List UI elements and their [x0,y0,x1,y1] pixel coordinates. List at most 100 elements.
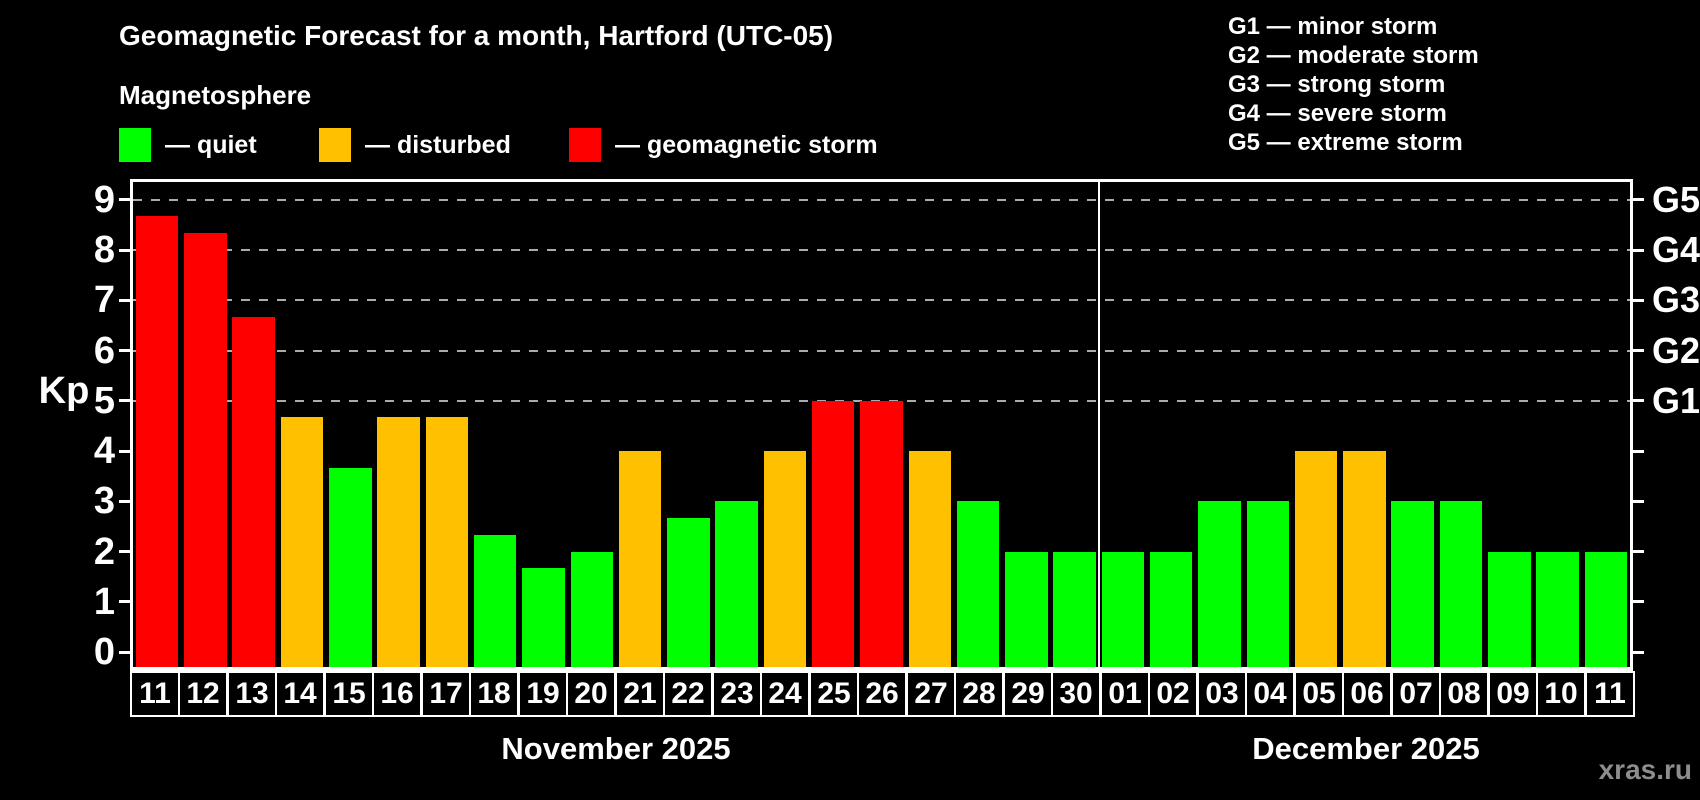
day-cell-nov-23: 23 [712,671,762,717]
day-cell-nov-18: 18 [469,671,519,717]
y-tick-right-8 [1633,248,1644,252]
month-label-december: December 2025 [1252,731,1480,766]
bar-nov-28 [956,501,1000,667]
day-cell-dec-09: 09 [1488,671,1538,717]
y-tick-label-5: 5 [93,379,115,422]
g-legend-line-g5: G5 — extreme storm [1228,129,1463,156]
chart-title: Geomagnetic Forecast for a month, Hartfo… [119,20,834,51]
bar-nov-17 [425,417,469,667]
month-separator [1097,182,1100,667]
bar-nov-25 [811,400,855,667]
bar-nov-16 [377,417,420,667]
y-tick-left-0 [119,650,130,654]
day-cell-nov-30: 30 [1051,671,1101,717]
g-axis-label-g3: G3 [1652,279,1700,321]
day-cell-nov-21: 21 [615,671,665,717]
y-tick-right-3 [1633,499,1644,503]
y-tick-label-0: 0 [93,631,115,673]
bar-nov-29 [1005,551,1048,667]
bar-nov-11 [135,216,179,667]
y-tick-left-9 [119,198,130,202]
day-cell-dec-06: 06 [1342,671,1392,717]
bar-nov-23 [715,501,758,667]
g-scale-legend: G1 — minor storm G2 — moderate storm G3 … [1228,12,1479,157]
y-tick-right-9 [1633,198,1644,202]
bar-dec-02 [1149,551,1193,667]
bar-nov-27 [908,451,952,667]
bar-dec-04 [1246,501,1290,667]
y-tick-label-1: 1 [93,580,115,623]
day-cell-nov-16: 16 [372,671,422,717]
magnetosphere-label: Magnetosphere [119,80,312,110]
month-label-november: November 2025 [501,731,731,766]
day-cell-dec-08: 08 [1439,671,1489,717]
y-tick-label-7: 7 [93,279,115,322]
gridline-kp6 [133,349,1630,352]
day-cell-nov-15: 15 [324,671,374,717]
g-legend-line-g3: G3 — strong storm [1228,71,1446,98]
disturbed-color-swatch [319,128,351,162]
y-tick-left-3 [119,499,130,503]
y-tick-label-2: 2 [93,530,115,573]
legend-label-quiet: — quiet [165,130,257,159]
y-tick-right-4 [1633,449,1644,453]
bar-nov-13 [232,316,275,667]
y-tick-left-5 [119,399,130,403]
g-legend-line-g2: G2 — moderate storm [1228,42,1479,69]
y-tick-right-7 [1633,298,1644,302]
y-tick-left-8 [119,248,130,252]
watermark: xras.ru [1598,754,1692,785]
g-legend-line-g4: G4 — severe storm [1228,100,1447,127]
y-axis-title: Kp [38,370,90,412]
legend-item-quiet: — quiet [119,128,257,162]
bar-nov-22 [667,517,710,667]
y-tick-right-1 [1633,600,1644,604]
day-cell-nov-28: 28 [954,671,1004,717]
bar-dec-07 [1391,501,1434,667]
y-tick-label-8: 8 [93,229,115,271]
bar-nov-15 [329,467,372,667]
quiet-color-swatch [119,128,151,162]
y-tick-label-4: 4 [93,430,115,472]
bar-dec-03 [1198,501,1241,667]
legend-label-storm: — geomagnetic storm [615,130,878,159]
y-tick-left-2 [119,550,130,553]
gridline-kp7 [133,299,1630,302]
day-cell-dec-10: 10 [1536,671,1586,717]
y-tick-right-2 [1633,550,1644,553]
bar-nov-14 [280,417,324,667]
bar-dec-06 [1343,451,1386,667]
y-tick-right-0 [1633,650,1644,654]
gridline-kp9 [133,198,1630,201]
legend-label-disturbed: — disturbed [365,130,511,159]
legend-item-storm: — geomagnetic storm [569,128,878,162]
bar-dec-05 [1294,451,1338,667]
bar-nov-24 [763,451,807,667]
day-cell-nov-24: 24 [760,671,810,717]
bar-nov-30 [1053,551,1096,667]
day-cell-nov-17: 17 [421,671,471,717]
day-cell-nov-29: 29 [1003,671,1053,717]
y-tick-right-6 [1633,349,1644,352]
day-cell-nov-26: 26 [857,671,907,717]
bar-nov-12 [184,233,227,667]
bar-nov-19 [522,568,565,667]
day-cell-nov-13: 13 [227,671,277,717]
y-tick-label-6: 6 [93,329,115,372]
day-cell-nov-19: 19 [518,671,568,717]
y-tick-left-4 [119,449,130,453]
y-tick-label-9: 9 [93,178,115,221]
day-cell-dec-07: 07 [1391,671,1441,717]
day-cell-dec-05: 05 [1294,671,1344,717]
day-cell-dec-01: 01 [1100,671,1150,717]
bar-dec-09 [1488,551,1531,667]
gridline-kp8 [133,249,1630,251]
bar-nov-21 [618,451,662,667]
g-axis-label-g1: G1 [1652,379,1700,421]
g-axis-label-g5: G5 [1652,178,1700,220]
day-cell-dec-04: 04 [1245,671,1295,717]
y-tick-left-1 [119,600,130,604]
bar-dec-10 [1536,551,1579,667]
storm-color-swatch [569,128,601,162]
